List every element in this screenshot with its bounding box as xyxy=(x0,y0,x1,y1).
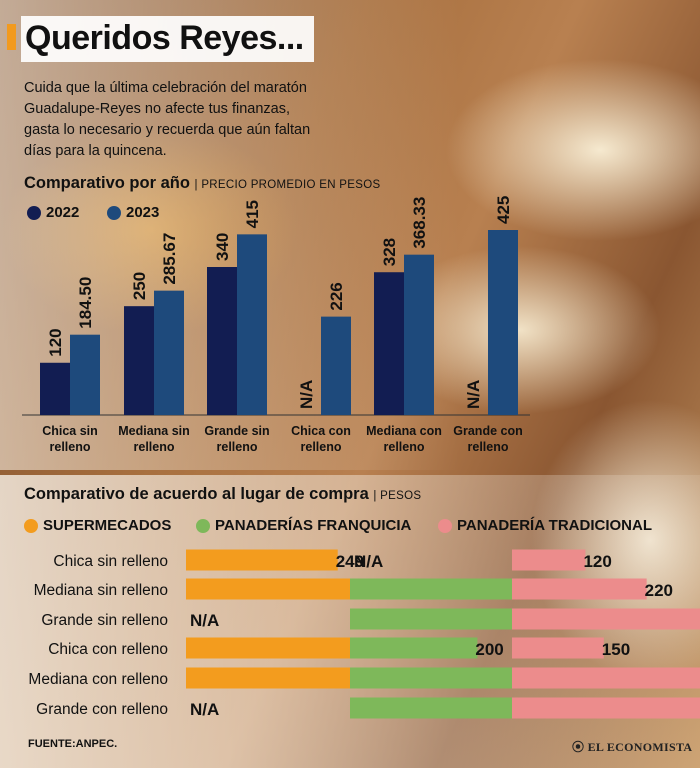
chart2-title-block: Comparativo de acuerdo al lugar de compr… xyxy=(24,485,422,503)
row-label-grande-sin-relleno: Grande sin relleno xyxy=(41,612,168,629)
row-label-chica-con-relleno: Chica con relleno xyxy=(48,641,168,658)
category-label-grande-sin-relleno-l2: relleno xyxy=(217,440,258,454)
value-label-tradicional-mediana-sin-relleno: 220 xyxy=(645,581,673,600)
bar-tradicional-grande-con-relleno xyxy=(512,697,700,719)
value-label-franquicia-chica-con-relleno: 200 xyxy=(475,640,503,659)
value-label-2022-grande-sin-relleno: 340 xyxy=(213,233,232,261)
value-label-2022-mediana-sin-relleno: 250 xyxy=(130,272,149,300)
legend-supermercados: SUPERMECADOS xyxy=(24,517,171,534)
category-label-chica-sin-relleno-l2: relleno xyxy=(50,440,91,454)
legend-franquicia-swatch xyxy=(196,518,210,533)
row-label-mediana-con-relleno: Mediana con relleno xyxy=(28,671,168,688)
brand-logo: ⦿ EL ECONOMISTA xyxy=(572,738,692,755)
row-label-grande-con-relleno: Grande con relleno xyxy=(36,701,168,718)
value-label-2023-grande-sin-relleno: 415 xyxy=(243,200,262,228)
legend-2022-swatch xyxy=(27,205,41,220)
legend-supermercados-label: SUPERMECADOS xyxy=(43,517,172,534)
chart1-title: Comparativo por año xyxy=(24,174,190,192)
category-label-grande-sin-relleno-l1: Grande sin xyxy=(204,424,269,438)
brand-icon: ⦿ xyxy=(572,740,585,754)
category-label-grande-con-relleno-l1: Grande con xyxy=(453,424,522,438)
legend-2022: 2022 xyxy=(27,204,79,221)
legend-tradicional-label: PANADERÍA TRADICIONAL xyxy=(457,517,652,534)
row-label-chica-sin-relleno: Chica sin relleno xyxy=(53,553,168,570)
value-label-2023-mediana-sin-relleno: 285.67 xyxy=(160,233,179,285)
value-label-2022-chica-sin-relleno: 120 xyxy=(46,328,65,356)
value-label-2023-grande-con-relleno: 425 xyxy=(494,196,513,224)
bar-2023-chica-sin-relleno xyxy=(70,334,100,415)
bar-tradicional-chica-sin-relleno xyxy=(512,549,586,571)
category-label-mediana-con-relleno-l2: relleno xyxy=(384,440,425,454)
category-label-chica-con-relleno-l1: Chica con xyxy=(291,424,351,438)
chart1-title-block: Comparativo por año | PRECIO PROMEDIO EN… xyxy=(24,174,381,192)
bar-2022-grande-sin-relleno xyxy=(207,267,237,415)
bar-2023-grande-sin-relleno xyxy=(237,234,267,415)
category-label-chica-con-relleno-l2: relleno xyxy=(301,440,342,454)
bar-2023-mediana-con-relleno xyxy=(404,254,434,415)
value-label-2022-chica-con-relleno: N/A xyxy=(297,380,316,409)
bar-franquicia-chica-con-relleno xyxy=(350,637,478,659)
page-title: Queridos Reyes... xyxy=(21,16,314,62)
bar-supermercados-chica-con-relleno xyxy=(186,637,387,659)
value-label-2022-grande-con-relleno: N/A xyxy=(464,380,483,409)
value-label-2023-chica-sin-relleno: 184.50 xyxy=(76,277,95,329)
bar-tradicional-grande-sin-relleno xyxy=(512,608,700,630)
legend-supermercados-swatch xyxy=(24,518,38,533)
bar-2023-mediana-sin-relleno xyxy=(154,290,184,415)
value-label-2023-mediana-con-relleno: 368.33 xyxy=(410,197,429,249)
legend-tradicional-swatch xyxy=(438,518,452,533)
bar-tradicional-mediana-sin-relleno xyxy=(512,578,647,600)
bar-2022-mediana-con-relleno xyxy=(374,272,404,415)
bar-supermercados-chica-sin-relleno xyxy=(186,549,338,571)
bar-2022-mediana-sin-relleno xyxy=(124,306,154,415)
value-label-supermercados-chica-sin-relleno: 249 xyxy=(336,552,364,571)
brand-name: EL ECONOMISTA xyxy=(587,740,693,754)
bar-supermercados-mediana-sin-relleno xyxy=(186,578,404,600)
value-label-2023-chica-con-relleno: 226 xyxy=(327,282,346,310)
chart1-subtitle: PRECIO PROMEDIO EN PESOS xyxy=(201,179,381,191)
bar-2023-grande-con-relleno xyxy=(488,230,518,415)
year-comparison-chart: 120 184.50 Chica sin relleno 250 285.67 Median… xyxy=(22,196,530,454)
title-accent-bar xyxy=(7,24,16,50)
category-label-grande-con-relleno-l2: relleno xyxy=(468,440,509,454)
category-label-mediana-sin-relleno-l1: Mediana sin xyxy=(118,424,190,438)
bar-tradicional-mediana-con-relleno xyxy=(512,667,700,689)
chart2-title: Comparativo de acuerdo al lugar de compr… xyxy=(24,485,369,503)
bar-tradicional-chica-con-relleno xyxy=(512,637,604,659)
legend-2023: 2023 xyxy=(107,204,159,221)
na-label-supermercados-grande-con-relleno: N/A xyxy=(190,700,219,719)
row-label-mediana-sin-relleno: Mediana sin relleno xyxy=(34,582,168,599)
bar-2023-chica-con-relleno xyxy=(321,316,351,415)
category-label-mediana-con-relleno-l1: Mediana con xyxy=(366,424,442,438)
legend-2022-label: 2022 xyxy=(46,204,80,221)
category-label-chica-sin-relleno-l1: Chica sin xyxy=(42,424,98,438)
value-label-tradicional-chica-con-relleno: 150 xyxy=(602,640,630,659)
chart2-subtitle: PESOS xyxy=(380,490,422,502)
value-label-2022-mediana-con-relleno: 328 xyxy=(380,238,399,266)
legend-2023-swatch xyxy=(107,205,121,220)
legend-tradicional: PANADERÍA TRADICIONAL xyxy=(438,517,652,534)
category-label-mediana-sin-relleno-l2: relleno xyxy=(134,440,175,454)
legend-2023-label: 2023 xyxy=(126,204,160,221)
legend-franquicia-label: PANADERÍAS FRANQUICIA xyxy=(215,517,412,534)
legend-franquicia: PANADERÍAS FRANQUICIA xyxy=(196,517,411,534)
na-label-supermercados-grande-sin-relleno: N/A xyxy=(190,611,219,630)
value-label-tradicional-chica-sin-relleno: 120 xyxy=(583,552,611,571)
source-note: FUENTE:ANPEC. xyxy=(28,738,118,750)
bar-franquicia-mediana-sin-relleno xyxy=(350,578,529,600)
na-label-franquicia-chica-sin-relleno: N/A xyxy=(354,552,383,571)
bar-2022-chica-sin-relleno xyxy=(40,362,70,415)
intro-text: Cuida que la última celebración del mara… xyxy=(24,80,311,159)
